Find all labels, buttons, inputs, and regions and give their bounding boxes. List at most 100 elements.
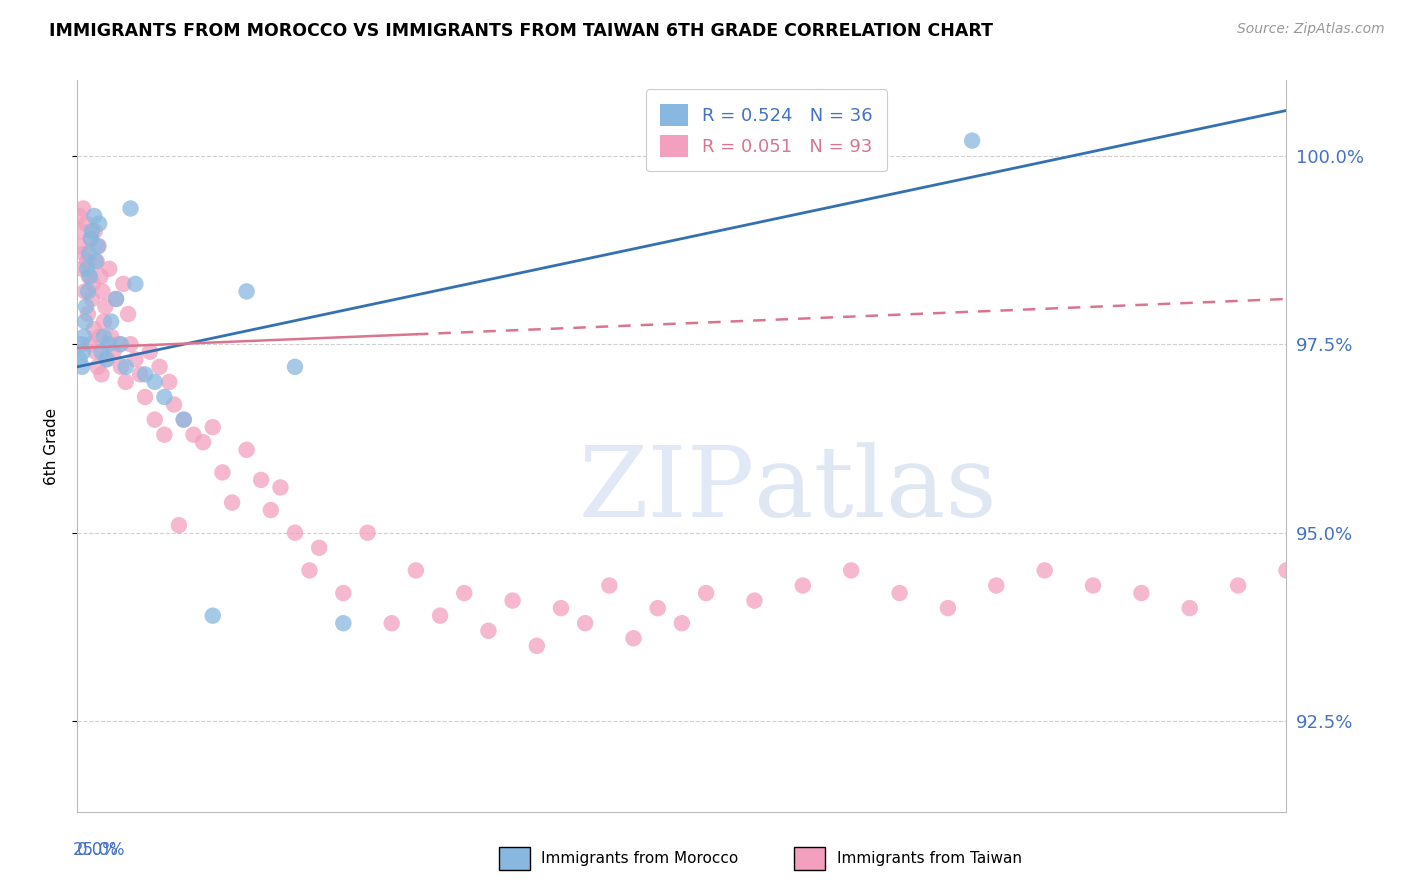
Point xyxy=(110,337,132,351)
Text: Source: ZipAtlas.com: Source: ZipAtlas.com xyxy=(1237,22,1385,37)
Point xyxy=(429,608,451,623)
Point xyxy=(124,352,146,367)
Point xyxy=(89,329,111,343)
Point xyxy=(105,292,128,306)
Point xyxy=(1299,292,1322,306)
Point xyxy=(87,217,110,231)
Point xyxy=(477,624,499,638)
Point xyxy=(86,254,108,268)
Point xyxy=(157,375,180,389)
Point xyxy=(647,601,669,615)
Point xyxy=(80,224,103,238)
Legend: R = 0.524   N = 36, R = 0.051   N = 93: R = 0.524 N = 36, R = 0.051 N = 93 xyxy=(645,89,887,171)
Point xyxy=(70,337,93,351)
Point xyxy=(889,586,911,600)
Text: atlas: atlas xyxy=(755,442,997,538)
Point xyxy=(139,344,162,359)
Point xyxy=(405,563,427,577)
Point xyxy=(84,254,107,268)
Point xyxy=(114,375,136,389)
Point xyxy=(90,344,112,359)
Point xyxy=(173,412,195,426)
Point xyxy=(260,503,283,517)
Point xyxy=(453,586,475,600)
Point xyxy=(77,285,100,299)
Point xyxy=(107,337,129,351)
Point xyxy=(79,337,101,351)
Point xyxy=(792,578,814,592)
Point xyxy=(221,495,243,509)
Point xyxy=(93,329,115,343)
Point xyxy=(284,525,307,540)
Point xyxy=(80,292,103,306)
Point xyxy=(1081,578,1104,592)
Point xyxy=(80,232,103,246)
Point xyxy=(183,427,205,442)
Point xyxy=(98,261,121,276)
Point xyxy=(103,344,125,359)
Point xyxy=(100,315,122,329)
Text: Immigrants from Taiwan: Immigrants from Taiwan xyxy=(837,851,1022,865)
Point xyxy=(83,209,105,223)
Point xyxy=(250,473,273,487)
Point xyxy=(93,315,115,329)
Point xyxy=(1323,337,1346,351)
Point xyxy=(201,608,224,623)
Point xyxy=(69,352,91,367)
Point xyxy=(96,352,118,367)
Point xyxy=(70,359,93,374)
Point xyxy=(80,232,103,246)
Point xyxy=(100,329,122,343)
Point xyxy=(76,254,98,268)
Point xyxy=(75,300,97,314)
Point xyxy=(986,578,1008,592)
Y-axis label: 6th Grade: 6th Grade xyxy=(44,408,59,484)
Point xyxy=(83,322,105,336)
Point xyxy=(76,261,98,276)
Point xyxy=(1227,578,1250,592)
Point xyxy=(114,359,136,374)
Point xyxy=(90,269,112,284)
Point xyxy=(143,375,166,389)
Point xyxy=(332,586,354,600)
Point xyxy=(97,337,120,351)
Point xyxy=(163,398,186,412)
Point xyxy=(574,616,596,631)
Point xyxy=(148,359,170,374)
Point xyxy=(1130,586,1153,600)
Point xyxy=(1178,601,1201,615)
Text: IMMIGRANTS FROM MOROCCO VS IMMIGRANTS FROM TAIWAN 6TH GRADE CORRELATION CHART: IMMIGRANTS FROM MOROCCO VS IMMIGRANTS FR… xyxy=(49,22,993,40)
Point xyxy=(72,344,94,359)
Point xyxy=(269,480,291,494)
Point xyxy=(79,269,101,284)
Point xyxy=(129,368,152,382)
Point xyxy=(91,285,114,299)
Point xyxy=(936,601,959,615)
Point xyxy=(143,412,166,426)
Point xyxy=(284,359,307,374)
Point xyxy=(332,616,354,631)
Point xyxy=(72,202,94,216)
Point xyxy=(110,359,132,374)
Point xyxy=(112,277,135,291)
Point xyxy=(173,412,195,426)
Point xyxy=(82,277,104,291)
Point xyxy=(75,217,97,231)
Point xyxy=(90,368,112,382)
Point xyxy=(69,239,91,253)
Point xyxy=(960,134,983,148)
Point xyxy=(839,563,862,577)
Point xyxy=(77,269,100,284)
Point xyxy=(298,563,321,577)
Point xyxy=(167,518,190,533)
Point xyxy=(67,209,90,223)
Point xyxy=(695,586,717,600)
Point xyxy=(191,435,214,450)
Point xyxy=(153,427,176,442)
Point xyxy=(1033,563,1056,577)
Point xyxy=(86,239,108,253)
Point xyxy=(550,601,572,615)
Point xyxy=(77,246,100,260)
Point xyxy=(105,292,128,306)
Point xyxy=(1372,315,1395,329)
